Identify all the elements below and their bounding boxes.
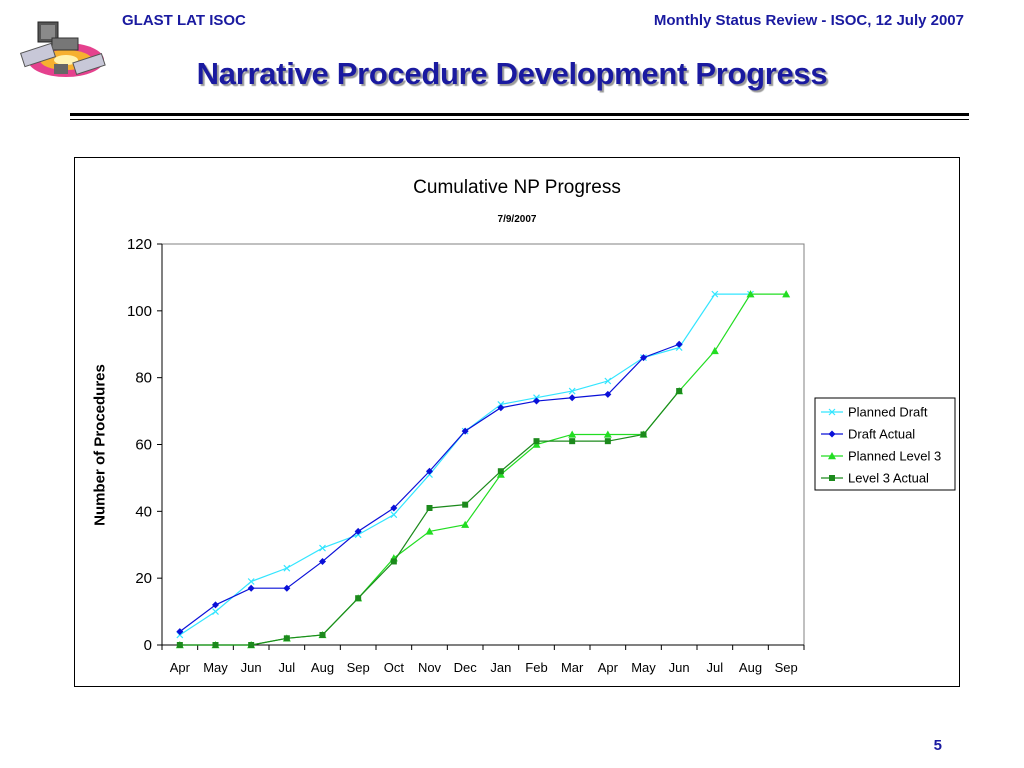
data-point-draft-actual [319,557,326,565]
data-point-level-3-actual [319,631,326,638]
x-tick-label: Jul [279,660,296,675]
data-point-level-3-actual [283,635,290,642]
x-tick-label: Apr [170,660,191,675]
data-point-level-3-actual [640,431,647,438]
data-point-draft-actual [604,390,612,398]
data-point-draft-actual [176,628,184,636]
data-point-draft-actual [247,584,255,592]
x-tick-label: Jun [669,660,690,675]
data-point-draft-actual [675,340,683,348]
legend-label-planned-level-3: Planned Level 3 [848,449,941,464]
data-point-planned-draft [604,377,612,385]
x-tick-label: Aug [311,660,334,675]
glast-logo-icon [14,14,110,84]
data-point-level-3-actual [497,468,504,475]
data-point-draft-actual [426,467,433,475]
x-tick-label: Jan [490,660,511,675]
data-point-level-3-actual [176,642,183,648]
x-tick-label: Jun [241,660,262,675]
data-point-planned-draft [568,387,576,395]
x-tick-label: Mar [561,660,584,675]
slide-title: Narrative Procedure Development Progress [196,56,828,91]
y-tick-label: 120 [127,236,152,253]
data-point-level-3-actual [248,642,255,648]
data-point-level-3-actual [569,438,576,445]
y-tick-label: 60 [135,437,152,454]
data-point-draft-actual [354,527,362,535]
data-point-planned-draft [390,511,398,519]
y-tick-label: 80 [135,370,152,387]
data-point-draft-actual [568,394,576,402]
data-point-level-3-actual [390,558,397,565]
y-tick-label: 20 [135,570,152,587]
x-tick-label: Feb [525,660,547,675]
x-tick-label: Dec [454,660,478,675]
series-line-draft-actual [179,343,680,633]
y-tick-label: 0 [144,637,152,654]
chart-frame [74,157,960,687]
data-point-draft-actual [212,601,219,609]
data-point-level-3-actual [604,438,611,445]
x-tick-label: May [631,660,656,675]
data-point-planned-draft [319,544,326,552]
x-tick-label: Sep [775,660,798,675]
data-point-level-3-actual [462,501,469,508]
data-point-planned-level-3 [603,430,612,438]
page-number: 5 [933,737,942,754]
data-point-planned-draft [283,564,291,572]
legend-label-level-3-actual: Level 3 Actual [848,471,929,486]
y-tick-label: 40 [135,503,152,520]
data-point-draft-actual [533,397,540,405]
x-tick-label: Sep [347,660,370,675]
x-tick-label: May [203,660,228,675]
legend-label-planned-draft: Planned Draft [848,405,928,420]
data-point-level-3-actual [676,388,683,395]
data-point-draft-actual [497,404,505,412]
data-point-planned-draft [247,578,255,585]
legend-label-draft-actual: Draft Actual [848,427,915,442]
data-point-planned-level-3 [425,527,434,535]
legend-marker-draft-actual [828,430,836,438]
data-point-level-3-actual [355,595,362,602]
data-point-planned-level-3 [568,430,577,438]
x-tick-label: Oct [384,660,405,675]
data-point-draft-actual [390,504,398,512]
title-divider-thin [70,119,969,120]
data-point-draft-actual [461,427,469,435]
header-meeting-label: Monthly Status Review - ISOC, 12 July 20… [653,12,964,29]
data-point-level-3-actual [212,642,219,648]
data-point-planned-level-3 [782,290,791,298]
data-point-draft-actual [640,354,647,362]
legend-marker-planned-level-3 [828,452,836,460]
series-line-planned-draft [179,293,751,636]
legend-marker-planned-draft [828,408,836,416]
y-tick-label: 100 [127,303,152,320]
x-tick-label: Aug [739,660,762,675]
chart-legend [814,397,956,491]
data-point-planned-level-3 [746,290,755,298]
x-tick-label: Apr [598,660,619,675]
chart-subtitle: 7/9/2007 [497,214,537,225]
data-point-draft-actual [283,584,291,592]
data-point-level-3-actual [426,504,433,511]
data-point-planned-draft [711,290,719,298]
x-tick-label: Jul [707,660,724,675]
data-point-planned-draft [212,608,219,616]
data-point-planned-level-3 [710,346,719,355]
series-line-planned-level-3 [179,293,787,646]
x-tick-label: Nov [418,660,442,675]
legend-marker-level-3-actual [829,475,835,481]
title-divider-thick [70,113,969,116]
data-point-planned-level-3 [461,520,470,528]
series-line-level-3-actual [179,390,680,646]
chart-title: Cumulative NP Progress [413,177,621,198]
header-org-label: GLAST LAT ISOC [122,12,246,29]
data-point-level-3-actual [533,438,540,445]
